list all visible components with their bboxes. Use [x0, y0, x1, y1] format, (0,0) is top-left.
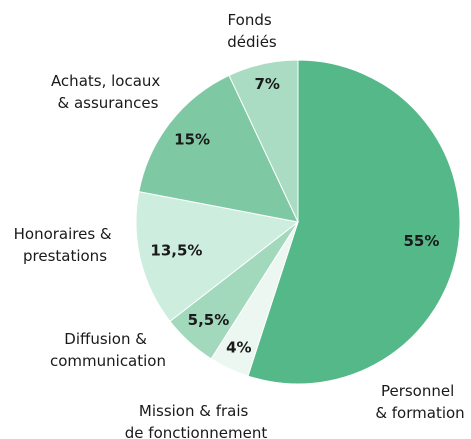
pie-slice	[135, 191, 300, 322]
data-label: 13,5%	[150, 242, 202, 260]
data-label: 5,5%	[188, 311, 230, 329]
data-label: 7%	[255, 75, 280, 93]
data-label: 15%	[174, 130, 210, 148]
category-label: Fonds dédiés	[227, 11, 277, 51]
category-label: Diffusion & communication	[50, 330, 166, 370]
pie-slice	[228, 59, 299, 223]
pie-slice	[247, 59, 461, 385]
category-label: Achats, locaux & assurances	[51, 72, 165, 112]
category-label: Honoraires & prestations	[14, 225, 117, 265]
pie-slice	[138, 74, 299, 223]
data-label: 55%	[404, 232, 440, 250]
category-label: Mission & frais de fonctionnement	[125, 402, 268, 439]
category-label: Personnel & formation	[375, 382, 464, 422]
data-label: 4%	[226, 338, 251, 356]
